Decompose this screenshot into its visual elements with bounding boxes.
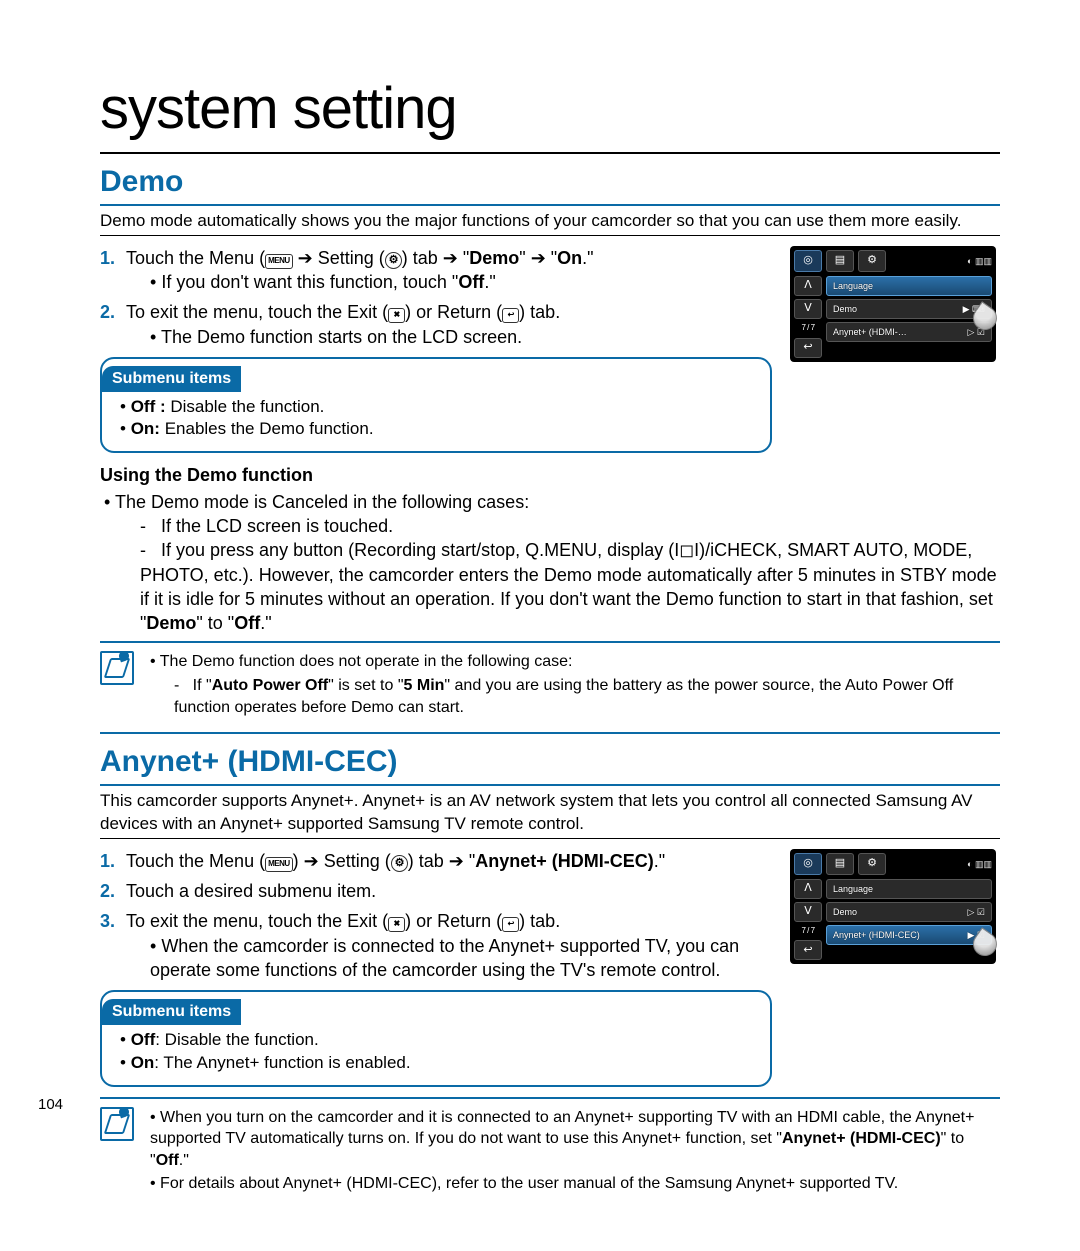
- divider: [100, 732, 1000, 734]
- note-icon: [100, 651, 134, 685]
- lcd-tab-rec: ◎: [794, 250, 822, 272]
- using-demo-head: Using the Demo function: [100, 463, 1000, 487]
- note-icon: [100, 1107, 134, 1141]
- lcd-mockup-anynet: ◎ ▤ ⚙ ◐ ▥▥ ᐱ ᐯ 7 / 7 ↩ Language Demo▷ ☑ …: [790, 849, 996, 965]
- page-number: 104: [38, 1095, 63, 1115]
- lcd-down: ᐯ: [794, 299, 822, 319]
- divider: [100, 641, 1000, 643]
- lcd-tab-list: ▤: [826, 250, 854, 272]
- lcd-tab-list: ▤: [826, 853, 854, 875]
- lcd-tab-gear: ⚙: [858, 250, 886, 272]
- menu-icon: MENU: [265, 254, 293, 269]
- demo-intro: Demo mode automatically shows you the ma…: [100, 210, 1000, 236]
- divider: [100, 1097, 1000, 1099]
- submenu-label: Submenu items: [102, 366, 241, 392]
- anynet-submenu-box: Submenu items Off: Disable the function.…: [100, 990, 772, 1086]
- demo-submenu-box: Submenu items Off : Disable the function…: [100, 357, 772, 453]
- page-title: system setting: [100, 70, 1000, 154]
- lcd-tab-rec: ◎: [794, 853, 822, 875]
- submenu-label: Submenu items: [102, 999, 241, 1025]
- lcd-tab-gear: ⚙: [858, 853, 886, 875]
- lcd-page: 7 / 7: [794, 322, 822, 335]
- anynet-intro: This camcorder supports Anynet+. Anynet+…: [100, 790, 1000, 839]
- anynet-heading: Anynet+ (HDMI-CEC): [100, 742, 1000, 786]
- demo-heading: Demo: [100, 162, 1000, 206]
- lcd-battery: ◐ ▥▥: [967, 858, 992, 870]
- return-icon: ↩: [502, 917, 519, 932]
- menu-icon: MENU: [265, 857, 293, 872]
- lcd-battery: ◐ ▥▥: [967, 255, 992, 267]
- step-num-1: 1.: [100, 246, 126, 295]
- lcd-row-language: Language: [826, 276, 992, 296]
- gear-icon: ⚙: [385, 252, 402, 269]
- step-num-2: 2.: [100, 300, 126, 349]
- lcd-return: ↩: [794, 338, 822, 358]
- return-icon: ↩: [502, 308, 519, 323]
- lcd-up: ᐱ: [794, 276, 822, 296]
- exit-icon: ✖: [388, 917, 405, 932]
- exit-icon: ✖: [388, 308, 405, 323]
- gear-icon: ⚙: [391, 855, 408, 872]
- lcd-mockup-demo: ◎ ▤ ⚙ ◐ ▥▥ ᐱ ᐯ 7 / 7 ↩ Language Demo▶ ⌨ …: [790, 246, 996, 362]
- lcd-row-anynet: Anynet+ (HDMI-…▷ ☑: [826, 322, 992, 342]
- lcd-row-demo: Demo▶ ⌨: [826, 299, 992, 319]
